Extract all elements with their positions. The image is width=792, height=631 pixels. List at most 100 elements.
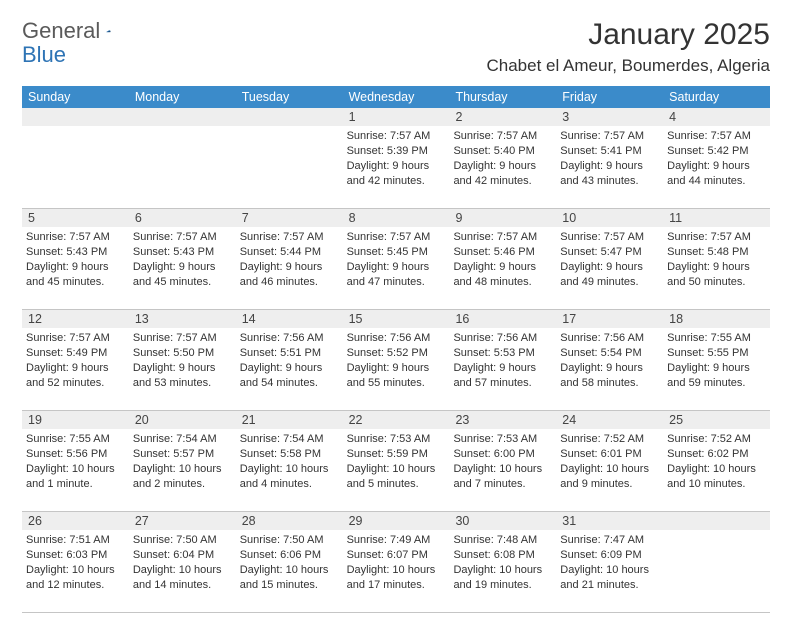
day-cell: Sunrise: 7:57 AMSunset: 5:48 PMDaylight:… <box>663 227 770 309</box>
header: General January 2025 Chabet el Ameur, Bo… <box>22 18 770 76</box>
day-number: 17 <box>556 310 663 328</box>
calendar: SundayMondayTuesdayWednesdayThursdayFrid… <box>22 86 770 613</box>
day-number: 28 <box>236 512 343 530</box>
day-line: Sunset: 5:40 PM <box>453 144 552 159</box>
day-line: Daylight: 10 hours <box>26 563 125 578</box>
day-cell: Sunrise: 7:50 AMSunset: 6:06 PMDaylight:… <box>236 530 343 612</box>
day-line: Daylight: 10 hours <box>560 462 659 477</box>
title-block: January 2025 Chabet el Ameur, Boumerdes,… <box>487 18 771 76</box>
day-line: Sunrise: 7:57 AM <box>453 230 552 245</box>
day-cell: Sunrise: 7:57 AMSunset: 5:45 PMDaylight:… <box>343 227 450 309</box>
day-line: Daylight: 9 hours <box>347 260 446 275</box>
day-cell: Sunrise: 7:48 AMSunset: 6:08 PMDaylight:… <box>449 530 556 612</box>
day-line: Sunrise: 7:57 AM <box>133 331 232 346</box>
day-line: and 43 minutes. <box>560 174 659 189</box>
day-line: Sunrise: 7:57 AM <box>347 230 446 245</box>
day-cell: Sunrise: 7:54 AMSunset: 5:58 PMDaylight:… <box>236 429 343 511</box>
day-number: 16 <box>449 310 556 328</box>
day-cell: Sunrise: 7:57 AMSunset: 5:47 PMDaylight:… <box>556 227 663 309</box>
day-cell <box>22 126 129 208</box>
day-cell: Sunrise: 7:57 AMSunset: 5:49 PMDaylight:… <box>22 328 129 410</box>
day-line: and 10 minutes. <box>667 477 766 492</box>
day-line: Daylight: 10 hours <box>453 563 552 578</box>
logo: General <box>22 18 134 44</box>
day-number: 3 <box>556 108 663 126</box>
day-line: and 15 minutes. <box>240 578 339 593</box>
day-line: Daylight: 9 hours <box>453 260 552 275</box>
day-number: 27 <box>129 512 236 530</box>
logo-text-part1: General <box>22 18 100 44</box>
day-cell: Sunrise: 7:57 AMSunset: 5:39 PMDaylight:… <box>343 126 450 208</box>
day-line: Daylight: 9 hours <box>133 260 232 275</box>
day-line: and 50 minutes. <box>667 275 766 290</box>
day-line: Sunset: 6:02 PM <box>667 447 766 462</box>
day-line: Sunset: 5:46 PM <box>453 245 552 260</box>
day-line: and 4 minutes. <box>240 477 339 492</box>
day-line: Sunrise: 7:53 AM <box>453 432 552 447</box>
day-header: Monday <box>129 86 236 108</box>
day-number: 23 <box>449 411 556 429</box>
day-line: Sunrise: 7:56 AM <box>560 331 659 346</box>
day-line: Sunset: 5:39 PM <box>347 144 446 159</box>
day-line: Sunrise: 7:50 AM <box>133 533 232 548</box>
day-line: Sunrise: 7:57 AM <box>667 230 766 245</box>
day-line: and 42 minutes. <box>453 174 552 189</box>
day-line: Daylight: 9 hours <box>26 260 125 275</box>
day-number: 20 <box>129 411 236 429</box>
day-number: 5 <box>22 209 129 227</box>
day-line: Sunrise: 7:52 AM <box>560 432 659 447</box>
day-line: Sunset: 5:48 PM <box>667 245 766 260</box>
day-cell: Sunrise: 7:57 AMSunset: 5:41 PMDaylight:… <box>556 126 663 208</box>
day-line: and 12 minutes. <box>26 578 125 593</box>
day-line: and 48 minutes. <box>453 275 552 290</box>
day-cell: Sunrise: 7:57 AMSunset: 5:46 PMDaylight:… <box>449 227 556 309</box>
day-line: Sunset: 6:00 PM <box>453 447 552 462</box>
day-number: 18 <box>663 310 770 328</box>
day-line: and 47 minutes. <box>347 275 446 290</box>
day-line: Daylight: 9 hours <box>667 159 766 174</box>
day-line: Daylight: 10 hours <box>240 563 339 578</box>
day-line: and 57 minutes. <box>453 376 552 391</box>
page-title: January 2025 <box>487 18 771 52</box>
day-number: 10 <box>556 209 663 227</box>
day-line: Sunrise: 7:47 AM <box>560 533 659 548</box>
day-line: Sunset: 5:42 PM <box>667 144 766 159</box>
day-line: Sunset: 6:03 PM <box>26 548 125 563</box>
day-number: 11 <box>663 209 770 227</box>
day-line: Sunrise: 7:54 AM <box>240 432 339 447</box>
day-line: Sunset: 5:44 PM <box>240 245 339 260</box>
day-line: Daylight: 10 hours <box>347 563 446 578</box>
day-line: Daylight: 10 hours <box>560 563 659 578</box>
day-line: and 21 minutes. <box>560 578 659 593</box>
day-line: and 2 minutes. <box>133 477 232 492</box>
day-cell: Sunrise: 7:57 AMSunset: 5:44 PMDaylight:… <box>236 227 343 309</box>
day-line: Daylight: 9 hours <box>240 361 339 376</box>
day-line: Sunset: 5:45 PM <box>347 245 446 260</box>
day-number: 4 <box>663 108 770 126</box>
week-row: Sunrise: 7:57 AMSunset: 5:39 PM Daylight:… <box>22 126 770 209</box>
day-line: Sunset: 5:58 PM <box>240 447 339 462</box>
day-cell: Sunrise: 7:57 AMSunset: 5:50 PMDaylight:… <box>129 328 236 410</box>
day-line: Daylight: 9 hours <box>667 361 766 376</box>
day-line: and 49 minutes. <box>560 275 659 290</box>
day-number: 1 <box>343 108 450 126</box>
daynum-row: 12131415161718 <box>22 310 770 328</box>
day-number: 8 <box>343 209 450 227</box>
week-row: Sunrise: 7:57 AMSunset: 5:49 PMDaylight:… <box>22 328 770 411</box>
day-line: Sunset: 5:59 PM <box>347 447 446 462</box>
day-line: Sunset: 5:55 PM <box>667 346 766 361</box>
day-line: Sunrise: 7:57 AM <box>347 129 446 144</box>
day-line: Sunrise: 7:51 AM <box>26 533 125 548</box>
logo-icon <box>106 21 111 41</box>
page: General January 2025 Chabet el Ameur, Bo… <box>0 0 792 631</box>
day-cell: Sunrise: 7:56 AMSunset: 5:53 PMDaylight:… <box>449 328 556 410</box>
day-header: Wednesday <box>343 86 450 108</box>
day-line: Sunset: 6:06 PM <box>240 548 339 563</box>
day-line: Sunset: 6:04 PM <box>133 548 232 563</box>
day-line: Sunrise: 7:50 AM <box>240 533 339 548</box>
day-number <box>129 108 236 126</box>
day-cell: Sunrise: 7:53 AMSunset: 6:00 PMDaylight:… <box>449 429 556 511</box>
day-number: 2 <box>449 108 556 126</box>
day-line: Sunrise: 7:49 AM <box>347 533 446 548</box>
day-line: Sunset: 5:54 PM <box>560 346 659 361</box>
